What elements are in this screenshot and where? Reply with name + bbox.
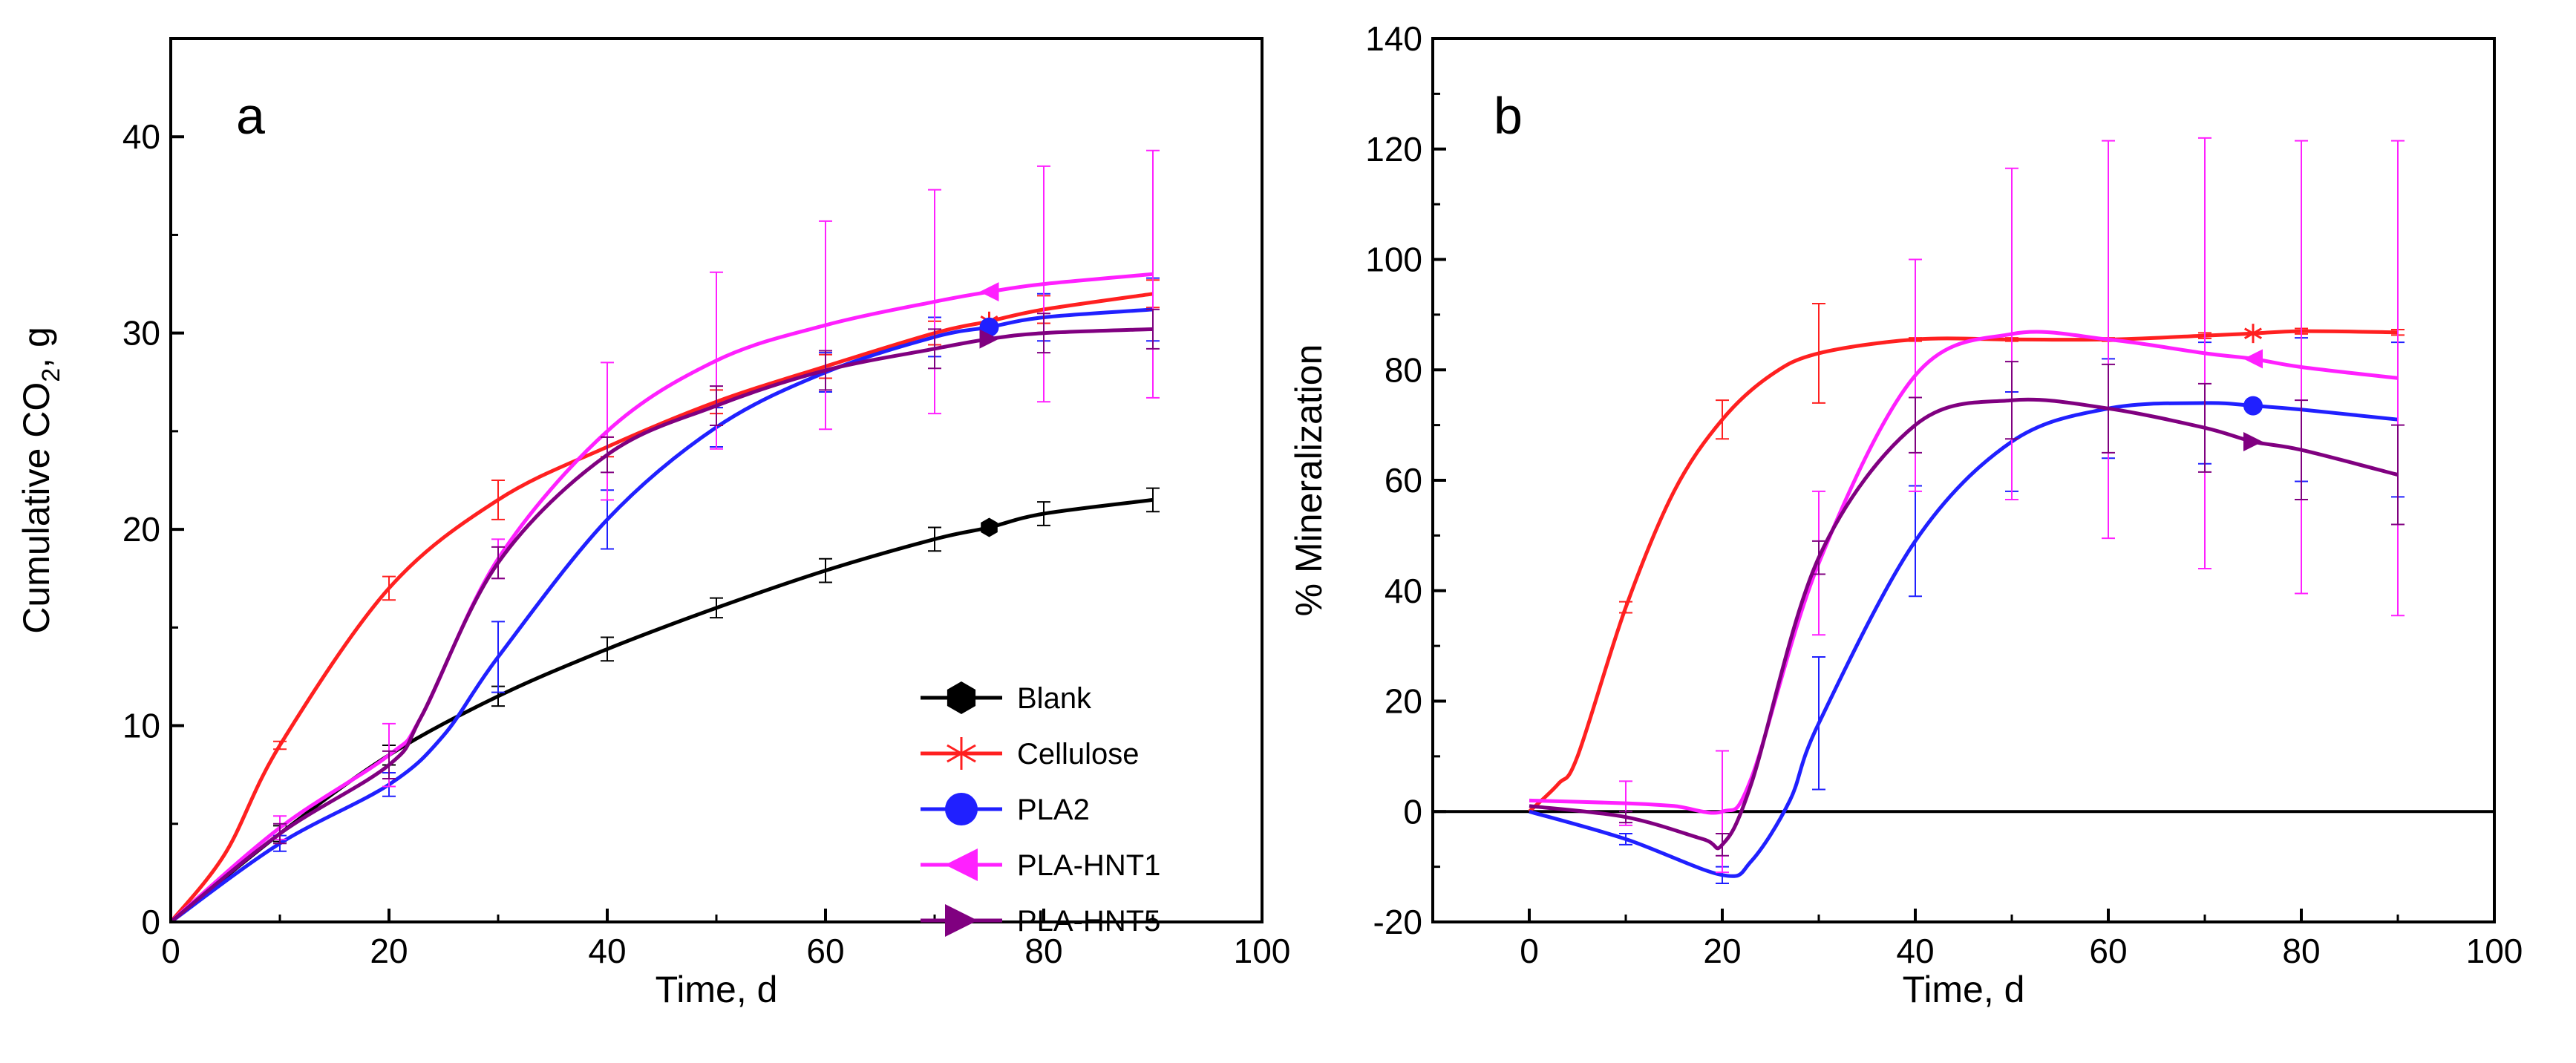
- panel-a-y-axis-label: Cumulative CO2, g: [16, 327, 65, 634]
- panel-b-x-axis-label: Time, d: [1903, 969, 2025, 1010]
- panel-a-series-blank: [169, 487, 1160, 923]
- panel-a-x-tick-label: 100: [1234, 932, 1291, 970]
- panel-b-pla-hnt5-line: [1529, 397, 2399, 851]
- panel-a-x-tick-label: 60: [806, 932, 844, 970]
- panel-b-x-tick-label: 100: [2466, 932, 2523, 970]
- panel-a-y-label-sub: 2: [37, 368, 65, 382]
- legend-marker-pla2: [945, 793, 978, 825]
- panel-a-x-axis-label: Time, d: [656, 969, 778, 1010]
- panel-b-y-tick-label: 0: [1403, 792, 1422, 831]
- panel-b-pla-hnt1-line: [1529, 330, 2399, 815]
- panel-a-x-tick-label: 80: [1024, 932, 1062, 970]
- legend-label-pla-hnt5: PLA-HNT5: [1017, 905, 1160, 938]
- legend-label-pla2: PLA2: [1017, 794, 1090, 826]
- panel-a-y-tick-label: 30: [122, 314, 160, 353]
- panel-b-series-cellulose: [1528, 303, 2405, 814]
- panel-a-y-tick-label: 10: [122, 707, 160, 745]
- panel-a-pla-hnt1-marker: [979, 282, 999, 302]
- panel-a-ticks: 0 20 40 60 80 100 0 10 20 30 40: [122, 117, 1291, 970]
- panel-b-cellulose-line: [1528, 329, 2399, 814]
- panel-b-y-tick-label: 140: [1365, 19, 1422, 58]
- panel-b-y-tick-label: 80: [1385, 350, 1422, 389]
- legend-label-pla-hnt1: PLA-HNT1: [1017, 849, 1160, 882]
- panel-b-y-tick-label: 120: [1365, 130, 1422, 169]
- panel-b-x-tick-label: 60: [2089, 932, 2127, 970]
- legend-label-blank: Blank: [1017, 682, 1092, 715]
- legend-marker-pla-hnt5: [945, 904, 978, 937]
- panel-a-blank-marker: [981, 517, 998, 537]
- panel-b-series-pla-hnt5: [1529, 361, 2405, 857]
- panel-a-y-label-tail: , g: [16, 327, 57, 368]
- legend-item-pla-hnt1: PLA-HNT1: [921, 848, 1160, 882]
- panel-a-series-group: [169, 149, 1160, 924]
- panel-a-pla-hnt5-error-bar: [1146, 308, 1160, 350]
- legend-item-cellulose: Cellulose: [921, 737, 1140, 771]
- panel-b-x-tick-label: 20: [1703, 932, 1741, 970]
- panel-a-y-tick-label: 0: [141, 903, 160, 941]
- legend-label-cellulose: Cellulose: [1017, 738, 1140, 771]
- panel-a-y-tick-label: 40: [122, 117, 160, 156]
- panel-b-ticks: 0 20 40 60 80 100 -20 0 20 40 60 80 100 120 140: [1365, 19, 2523, 970]
- panel-b-pla2-marker: [2243, 396, 2263, 416]
- legend-marker-cellulose: [947, 737, 976, 770]
- panel-a-series-pla-hnt1: [169, 149, 1160, 923]
- panel-b-pla-hnt1-marker: [2243, 349, 2263, 369]
- panel-a-pla-hnt5-line: [169, 327, 1154, 923]
- panel-a-letter: a: [236, 87, 265, 145]
- panel-a: 0 20 40 60 80 100 0 10 20 30 40 a Time, d Cumulati…: [16, 37, 1291, 1010]
- panel-b-pla-hnt5-marker: [2243, 431, 2263, 451]
- panel-b-y-axis-label: % Mineralization: [1288, 344, 1330, 617]
- panel-b-series-group: [1528, 137, 2405, 884]
- panel-a-blank-line: [169, 497, 1154, 923]
- legend-marker-blank: [947, 681, 976, 714]
- panel-a-legend: Blank Cellulose PLA2 PLA-HNT1 PLA-HNT5: [921, 681, 1160, 938]
- panel-a-series-pla2: [169, 277, 1160, 924]
- panel-b-letter: b: [1494, 87, 1523, 145]
- panel-a-y-label-main: Cumulative CO: [16, 382, 57, 634]
- panel-b-y-tick-label: 20: [1385, 682, 1422, 721]
- panel-a-series-cellulose: [169, 279, 1160, 923]
- legend-marker-pla-hnt1: [945, 848, 978, 881]
- legend-item-blank: Blank: [921, 681, 1092, 715]
- panel-a-x-tick-label: 40: [588, 932, 626, 970]
- panel-b: 0 20 40 60 80 100 -20 0 20 40 60 80 100 120 140 b Time…: [1288, 19, 2523, 1010]
- legend-item-pla2: PLA2: [921, 793, 1090, 826]
- panel-a-pla2-line: [169, 307, 1154, 924]
- panel-b-y-tick-label: -20: [1373, 903, 1422, 941]
- panel-b-x-tick-label: 80: [2282, 932, 2320, 970]
- panel-a-series-pla-hnt5: [169, 308, 1160, 923]
- panel-b-series-pla2: [1529, 337, 2405, 884]
- legend-item-pla-hnt5: PLA-HNT5: [921, 904, 1160, 938]
- panel-b-y-tick-label: 60: [1385, 461, 1422, 500]
- panel-a-x-tick-label: 20: [370, 932, 408, 970]
- panel-b-pla-hnt1-error-bar: [2391, 140, 2405, 617]
- panel-b-y-tick-label: 100: [1365, 241, 1422, 279]
- panel-a-pla-hnt5-marker: [979, 329, 999, 349]
- panel-a-y-tick-label: 20: [122, 510, 160, 549]
- panel-a-pla-hnt1-line: [169, 272, 1154, 923]
- panel-b-y-tick-label: 40: [1385, 572, 1422, 610]
- panel-b-x-tick-label: 40: [1896, 932, 1934, 970]
- panel-b-x-tick-label: 0: [1520, 932, 1539, 970]
- panel-a-x-tick-label: 0: [161, 932, 180, 970]
- panel-b-series-pla-hnt1: [1529, 137, 2405, 874]
- panel-b-cellulose-marker: [2243, 324, 2263, 344]
